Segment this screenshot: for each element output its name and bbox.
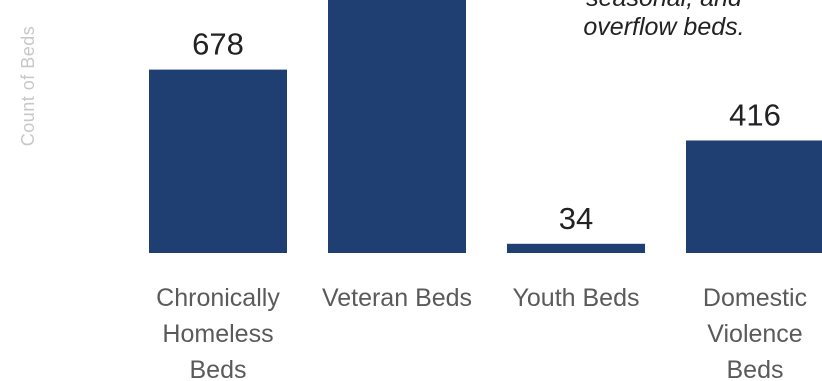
category-label: Beds xyxy=(727,356,784,381)
category-label: Chronically xyxy=(156,284,280,312)
y-axis-label: Count of Beds xyxy=(18,26,38,147)
data-label: 678 xyxy=(192,27,244,62)
category-label: Veteran Beds xyxy=(322,284,472,312)
annotation-line: overflow beds. xyxy=(583,13,744,41)
data-labels: 678 34 416 xyxy=(192,27,781,236)
bars xyxy=(149,0,822,253)
category-label: Violence xyxy=(707,320,802,348)
category-label: Homeless xyxy=(162,320,273,348)
data-label: 416 xyxy=(729,97,781,132)
data-label: 34 xyxy=(559,201,593,236)
bar xyxy=(686,140,822,253)
bar xyxy=(507,243,645,253)
category-label: Domestic xyxy=(703,284,807,312)
bar xyxy=(149,69,287,253)
category-label: Youth Beds xyxy=(513,284,640,312)
annotation-line: seasonal, and xyxy=(586,0,743,12)
category-labels: Chronically Homeless Beds Veteran Beds Youth… xyxy=(156,284,807,381)
bar xyxy=(328,0,466,253)
category-label: Beds xyxy=(190,356,247,381)
